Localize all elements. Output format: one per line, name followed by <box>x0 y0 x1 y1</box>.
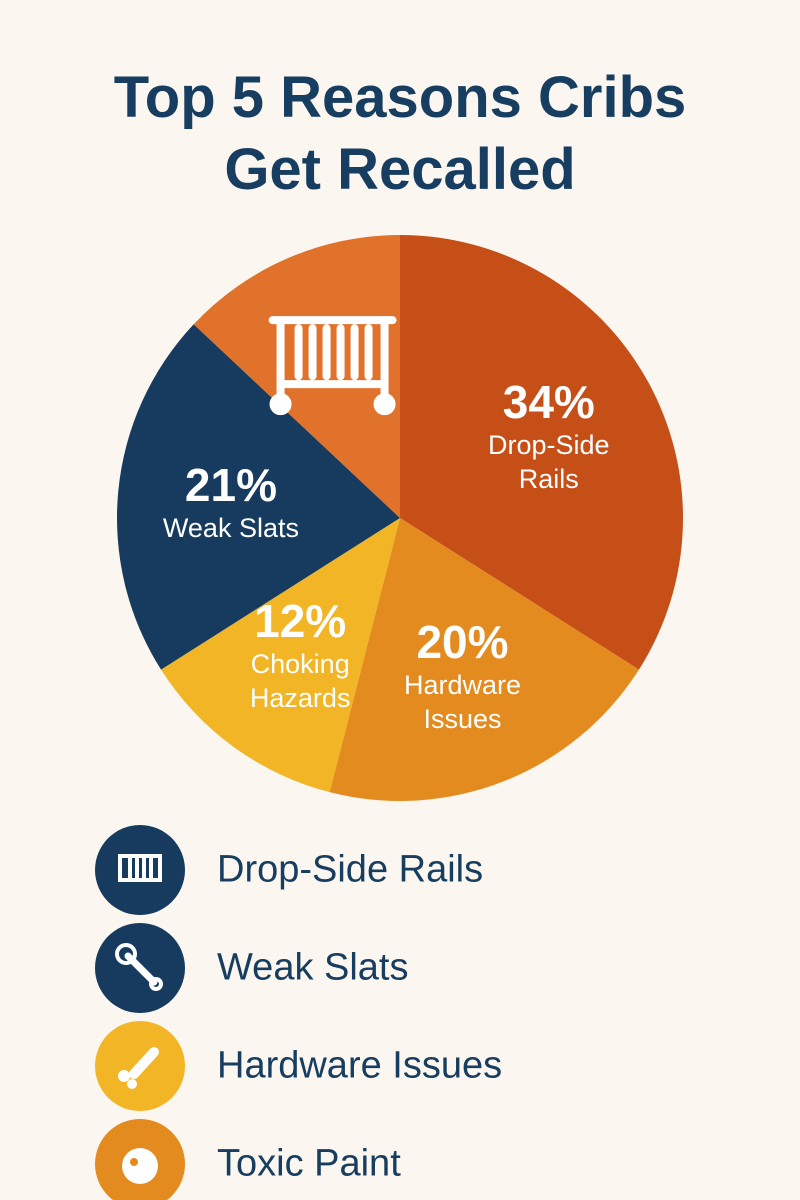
slice-label: 34% Drop-Side Rails <box>459 376 639 496</box>
icon-part <box>122 1148 158 1184</box>
icon-part <box>127 1079 137 1089</box>
icon-part <box>269 393 292 416</box>
pie-slice <box>329 518 639 801</box>
pie-slice <box>161 518 400 793</box>
icon-part <box>373 393 396 416</box>
legend-icon <box>118 854 162 882</box>
icon-part <box>130 1158 138 1166</box>
slice-value: 12% <box>254 595 347 648</box>
chart-title: Top 5 Reasons Cribs Get Recalled <box>113 65 687 202</box>
slice-label: 20% Hardware Issues <box>373 616 553 736</box>
icon-part <box>115 943 137 965</box>
legend-icon <box>122 1148 158 1184</box>
legend-icon <box>118 1047 159 1089</box>
legend-label: Hardware Issues <box>217 1044 503 1087</box>
slice-value: 20% <box>416 615 509 668</box>
slice-category: Hardware Issues <box>403 669 522 734</box>
legend-icon <box>115 943 163 991</box>
slice-value: 34% <box>502 376 595 429</box>
legend-label: Weak Slats <box>217 946 409 989</box>
slice-category: Choking Hazards <box>249 649 351 714</box>
icon-part <box>129 1047 159 1079</box>
legend-label: Toxic Paint <box>217 1142 401 1185</box>
crib-icon <box>268 316 397 416</box>
slice-value: 21% <box>184 459 277 512</box>
slice-category: Drop-Side Rails <box>488 430 610 495</box>
slice-category: Weak Slats <box>162 513 299 544</box>
icon-part <box>118 1070 130 1082</box>
legend-swatch <box>95 825 185 915</box>
icon-part <box>149 977 163 991</box>
pie-slice <box>400 235 683 670</box>
slice-label: 21% Weak Slats <box>141 459 321 545</box>
icon-part <box>118 854 162 882</box>
pie-slice <box>116 324 401 670</box>
legend-label: Drop-Side Rails <box>217 848 484 891</box>
slice-label: 12% Choking Hazards <box>210 595 390 715</box>
